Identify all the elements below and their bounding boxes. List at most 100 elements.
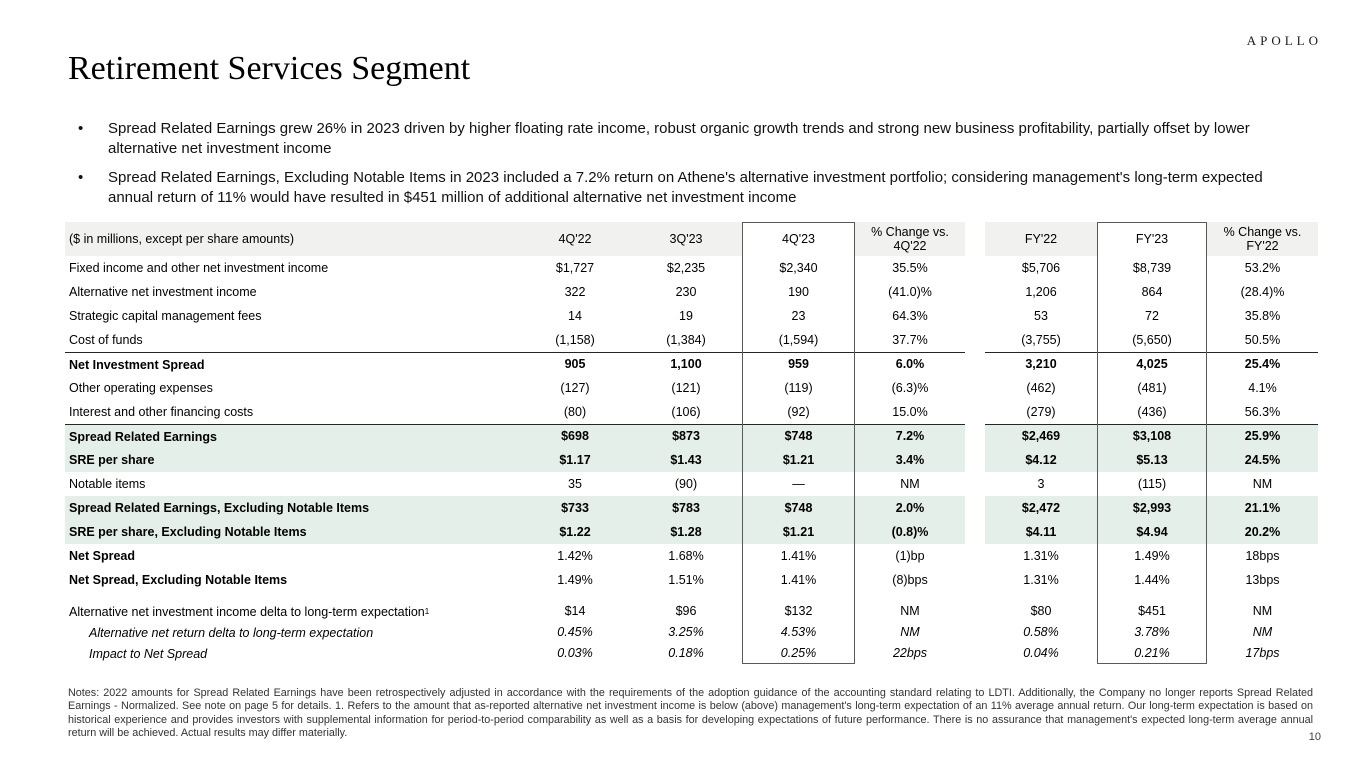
row-value: 1.31% <box>1023 548 1059 563</box>
row-value: (8)bps <box>892 572 928 587</box>
row-value: NM <box>1252 476 1273 491</box>
row-value: 1.68% <box>668 548 704 563</box>
row-value: NM <box>900 625 920 640</box>
row-value: (1)bp <box>895 548 925 563</box>
bullet-icon: • <box>78 120 84 137</box>
row-value: $2,472 <box>985 496 1097 520</box>
table-row: Net Spread, Excluding Notable Items 1.49%… <box>65 568 1318 592</box>
row-value: 1.41% <box>780 572 817 587</box>
row-value: (1,594) <box>778 332 819 347</box>
row-value: $5.13 <box>1097 448 1207 472</box>
row-value: 864 <box>1141 284 1163 299</box>
row-value: $1.21 <box>742 520 855 544</box>
table-header-cell: 4Q'23 <box>742 222 855 256</box>
row-value: 1.41% <box>780 548 817 563</box>
row-value: $783 <box>630 496 742 520</box>
row-value: $14 <box>564 604 586 619</box>
row-value: (92) <box>787 404 810 419</box>
row-label: Fixed income and other net investment in… <box>69 261 329 275</box>
column-gap <box>965 400 985 424</box>
table-row: Alternative net investment income delta … <box>65 601 1318 622</box>
row-value: $4.12 <box>985 448 1097 472</box>
bullet-item: • Spread Related Earnings grew 26% in 20… <box>78 119 1300 158</box>
row-value: 3.78% <box>1134 625 1170 640</box>
row-value: (0.8)% <box>855 520 965 544</box>
row-value: 6.0% <box>855 352 965 376</box>
column-gap <box>965 601 985 622</box>
row-value: 4.1% <box>1248 380 1277 395</box>
column-gap <box>965 304 985 328</box>
row-value: NM <box>900 604 920 619</box>
column-gap <box>965 352 985 376</box>
table-row: Alternative net return delta to long-ter… <box>65 622 1318 643</box>
row-value: 72 <box>1145 308 1159 323</box>
table-row: Alternative net investment income 322 230 1… <box>65 280 1318 304</box>
row-value: 3 <box>1037 476 1045 491</box>
row-value: $1,727 <box>555 260 595 275</box>
row-label: Net Spread <box>69 549 135 563</box>
row-value: 24.5% <box>1207 448 1318 472</box>
column-gap <box>965 280 985 304</box>
table-header-row: ($ in millions, except per share amounts… <box>65 222 1318 256</box>
row-value: 53.2% <box>1244 260 1281 275</box>
row-label: Interest and other financing costs <box>69 405 254 419</box>
table-header-cell: % Change vs. 4Q'22 <box>855 222 965 256</box>
table-header-label: ($ in millions, except per share amounts… <box>65 222 520 256</box>
apollo-logo: APOLLO <box>1246 33 1322 48</box>
row-value: 53 <box>1034 308 1048 323</box>
row-value: 0.25% <box>780 646 817 661</box>
row-value: $8,739 <box>1132 260 1172 275</box>
row-value: (41.0)% <box>888 284 932 299</box>
row-label: Notable items <box>69 477 146 491</box>
row-value: 1.49% <box>1134 548 1170 563</box>
row-value: 0.03% <box>557 646 593 661</box>
row-value: 56.3% <box>1244 404 1281 419</box>
row-value: $698 <box>520 424 630 448</box>
row-value: 64.3% <box>892 308 928 323</box>
row-label: Alternative net investment income delta … <box>69 604 430 619</box>
row-value: 190 <box>788 284 809 299</box>
row-value: $132 <box>784 604 813 619</box>
row-value: $1.21 <box>742 448 855 472</box>
table-row: Net Investment Spread 905 1,100 959 6.0% 3,21… <box>65 352 1318 376</box>
row-value: $2,993 <box>1097 496 1207 520</box>
row-value: 3.4% <box>855 448 965 472</box>
row-value: 0.58% <box>1023 625 1059 640</box>
row-value: $733 <box>520 496 630 520</box>
row-value: 13bps <box>1245 572 1280 587</box>
column-gap <box>965 622 985 643</box>
table-row: Impact to Net Spread 0.03% 0.18% 0.25% 22bps… <box>65 643 1318 664</box>
table-row: Other operating expenses (127) (121) (119) (… <box>65 376 1318 400</box>
row-value: $1.22 <box>520 520 630 544</box>
row-value: 905 <box>520 352 630 376</box>
row-label: Impact to Net Spread <box>89 646 208 661</box>
row-value: (3,755) <box>1021 332 1061 347</box>
row-value: (462) <box>1026 380 1056 395</box>
row-value: (127) <box>560 380 590 395</box>
row-label: SRE per share, Excluding Notable Items <box>65 520 520 544</box>
row-value: 7.2% <box>855 424 965 448</box>
column-gap <box>965 222 985 256</box>
column-gap <box>965 568 985 592</box>
row-label: Alternative net return delta to long-ter… <box>89 625 374 640</box>
row-value: 37.7% <box>892 332 928 347</box>
row-value: 3,210 <box>985 352 1097 376</box>
row-value: 25.4% <box>1207 352 1318 376</box>
row-value: 1.31% <box>1023 572 1059 587</box>
row-value: 35 <box>568 476 582 491</box>
row-value: $4.11 <box>985 520 1097 544</box>
row-label: Cost of funds <box>69 333 143 347</box>
bullet-item: • Spread Related Earnings, Excluding Not… <box>78 168 1300 207</box>
row-value: 1.44% <box>1134 572 1170 587</box>
row-value: 17bps <box>1245 646 1280 661</box>
row-label: Spread Related Earnings, Excluding Notab… <box>65 496 520 520</box>
column-gap <box>965 376 985 400</box>
table-row: Strategic capital management fees 14 19 23 6… <box>65 304 1318 328</box>
table-row: SRE per share, Excluding Notable Items $1… <box>65 520 1318 544</box>
row-value: 1.51% <box>668 572 704 587</box>
column-gap <box>965 256 985 280</box>
row-value: (28.4)% <box>1240 284 1285 299</box>
row-value: 1.42% <box>557 548 593 563</box>
row-value: $2,235 <box>666 260 706 275</box>
row-value: 18bps <box>1245 548 1280 563</box>
